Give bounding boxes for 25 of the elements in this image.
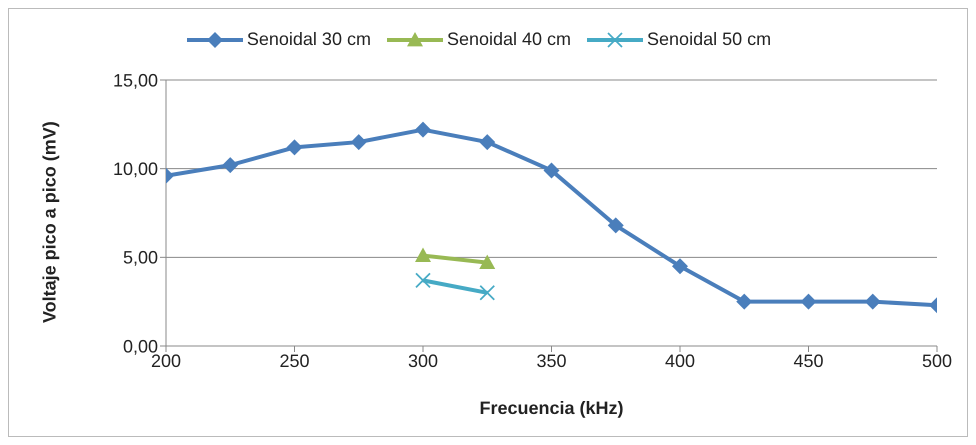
- point: [672, 258, 688, 274]
- legend-label: Senoidal 40 cm: [446, 29, 572, 50]
- point: [864, 294, 881, 310]
- point: [608, 217, 624, 234]
- x-tick-label: 300: [408, 350, 438, 371]
- point: [800, 294, 816, 310]
- y-axis-title: Voltaje pico a pico (mV): [39, 121, 60, 323]
- point: [350, 134, 367, 150]
- point: [544, 162, 560, 178]
- x-tick-label: 450: [793, 350, 824, 371]
- x-tick-label: 400: [664, 350, 696, 371]
- point: [415, 122, 431, 138]
- x-tick-label: 500: [922, 350, 952, 371]
- legend-label: Senoidal 50 cm: [647, 29, 772, 50]
- y-tick-label: 10,00: [112, 159, 158, 180]
- x-axis-title: Frecuencia (kHz): [479, 398, 624, 418]
- point: [479, 134, 496, 150]
- x-tick-label: 250: [279, 350, 310, 371]
- x-tick-label: 350: [536, 350, 567, 371]
- point: [286, 139, 302, 156]
- point: [222, 157, 238, 174]
- legend-label: Senoidal 30 cm: [246, 29, 371, 50]
- y-tick-label: 15,00: [112, 70, 158, 90]
- point: [736, 294, 752, 310]
- y-tick-label: 5,00: [122, 248, 158, 268]
